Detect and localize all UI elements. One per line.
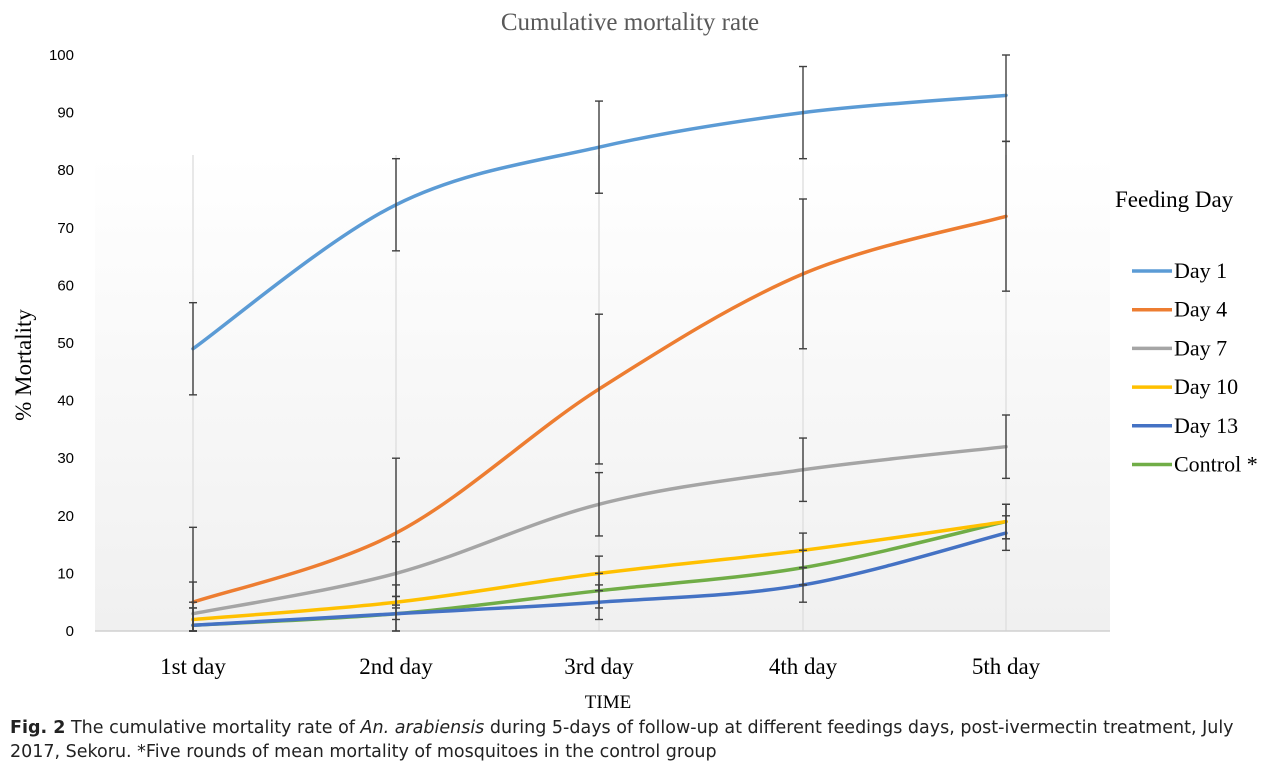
errorbar-day-1 xyxy=(392,157,400,252)
x-axis-label: TIME xyxy=(585,692,631,710)
y-tick-label: 80 xyxy=(57,162,74,179)
y-tick-label: 40 xyxy=(57,393,74,410)
errorbar-day-1 xyxy=(595,100,603,194)
legend-item-day-4: Day 4 xyxy=(1132,297,1227,322)
chart-title: Cumulative mortality rate xyxy=(501,9,759,36)
errorbar-day-1 xyxy=(1002,54,1010,143)
legend-label: Control * xyxy=(1174,452,1258,477)
x-tick-label: 1st day xyxy=(160,654,226,679)
y-tick-label: 100 xyxy=(49,47,74,64)
legend-label: Day 13 xyxy=(1174,413,1238,438)
legend-title: Feeding Day xyxy=(1115,187,1234,212)
legend-item-day-10: Day 10 xyxy=(1132,374,1238,399)
x-tick-label: 2nd day xyxy=(359,654,433,679)
legend-item-day-13: Day 13 xyxy=(1132,413,1238,438)
errorbar-day-4 xyxy=(595,313,603,465)
errorbar-day-7 xyxy=(1002,414,1010,480)
x-tick-label: 3rd day xyxy=(564,654,634,679)
errorbar-control xyxy=(799,549,807,586)
errorbar-layer xyxy=(189,54,1010,632)
x-axis-ticks: 1st day 2nd day 3rd day 4th day 5th day xyxy=(160,654,1041,679)
errorbar-day-4 xyxy=(799,198,807,350)
legend-label: Day 7 xyxy=(1174,335,1227,360)
y-tick-label: 20 xyxy=(57,508,74,525)
y-tick-label: 10 xyxy=(57,565,74,582)
y-tick-label: 0 xyxy=(66,623,74,640)
x-tick-label: 5th day xyxy=(972,654,1041,679)
errorbar-day-1 xyxy=(799,65,807,160)
caption-text-after: during 5-days of follow-up at different … xyxy=(10,718,1234,762)
y-tick-label: 90 xyxy=(57,105,74,122)
caption-species: An. arabiensis xyxy=(360,718,485,738)
legend-label: Day 4 xyxy=(1174,297,1227,322)
errorbar-control xyxy=(189,607,197,632)
errorbar-control xyxy=(595,572,603,609)
y-tick-label: 30 xyxy=(57,450,74,467)
y-tick-label: 70 xyxy=(57,220,74,237)
errorbar-day-7 xyxy=(595,471,603,537)
legend-label: Day 10 xyxy=(1174,374,1238,399)
errorbar-day-1 xyxy=(189,301,197,396)
legend-label: Day 1 xyxy=(1174,258,1227,283)
caption-label: Fig. 2 xyxy=(10,718,66,738)
y-axis-ticks: 0 10 20 30 40 50 60 70 80 90 100 xyxy=(49,47,74,640)
errorbar-control xyxy=(392,595,400,632)
y-tick-label: 50 xyxy=(57,335,74,352)
errorbar-control xyxy=(1002,503,1010,540)
errorbar-day-4 xyxy=(1002,140,1010,292)
x-tick-label: 4th day xyxy=(769,654,838,679)
mortality-chart: Cumulative mortality rate % Mortality TI… xyxy=(11,9,1258,710)
legend: Day 1 Day 4 Day 7 Day 10 Day 13 Control * xyxy=(1132,258,1258,477)
y-tick-label: 60 xyxy=(57,277,74,294)
y-axis-label: % Mortality xyxy=(11,309,36,421)
legend-item-day-7: Day 7 xyxy=(1132,335,1227,360)
legend-item-control: Control * xyxy=(1132,452,1258,477)
figure-caption: Fig. 2 The cumulative mortality rate of … xyxy=(10,716,1260,764)
caption-text-before: The cumulative mortality rate of xyxy=(70,718,355,738)
legend-item-day-1: Day 1 xyxy=(1132,258,1227,283)
errorbar-day-7 xyxy=(799,437,807,503)
